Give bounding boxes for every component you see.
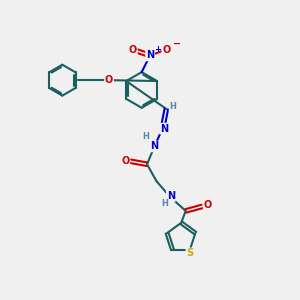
Text: S: S [186,248,194,258]
Text: −: − [173,39,181,49]
Text: O: O [121,156,130,166]
Text: O: O [129,44,137,55]
Text: N: N [150,141,158,152]
Text: N: N [167,191,175,201]
Text: N: N [160,124,168,134]
Text: N: N [146,50,154,61]
Text: H: H [169,102,176,111]
Text: O: O [204,200,212,210]
Text: O: O [105,75,113,85]
Text: H: H [161,199,168,208]
Text: H: H [143,131,150,140]
Text: +: + [154,45,161,54]
Text: O: O [162,44,170,55]
